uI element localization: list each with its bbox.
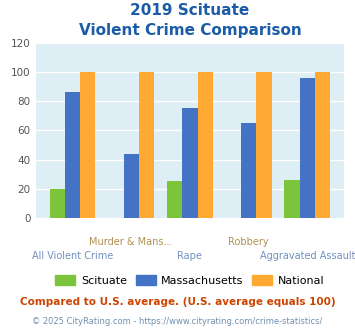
Bar [124, 154, 139, 218]
Bar [284, 180, 300, 218]
Text: Rape: Rape [178, 251, 202, 261]
Text: © 2025 CityRating.com - https://www.cityrating.com/crime-statistics/: © 2025 CityRating.com - https://www.city… [32, 317, 323, 326]
Text: Murder & Mans...: Murder & Mans... [89, 237, 173, 247]
Bar [315, 72, 330, 218]
Title: 2019 Scituate
Violent Crime Comparison: 2019 Scituate Violent Crime Comparison [78, 3, 301, 38]
Legend: Scituate, Massachusetts, National: Scituate, Massachusetts, National [51, 271, 329, 290]
Text: Aggravated Assault: Aggravated Assault [260, 251, 355, 261]
Bar [80, 72, 95, 218]
Bar [65, 92, 80, 218]
Bar [256, 72, 272, 218]
Bar [50, 189, 65, 218]
Text: Compared to U.S. average. (U.S. average equals 100): Compared to U.S. average. (U.S. average … [20, 297, 335, 307]
Bar [300, 78, 315, 218]
Bar [182, 109, 198, 218]
Bar [241, 123, 256, 218]
Text: All Violent Crime: All Violent Crime [32, 251, 113, 261]
Bar [139, 72, 154, 218]
Bar [198, 72, 213, 218]
Text: Robbery: Robbery [228, 237, 269, 247]
Bar [167, 182, 182, 218]
